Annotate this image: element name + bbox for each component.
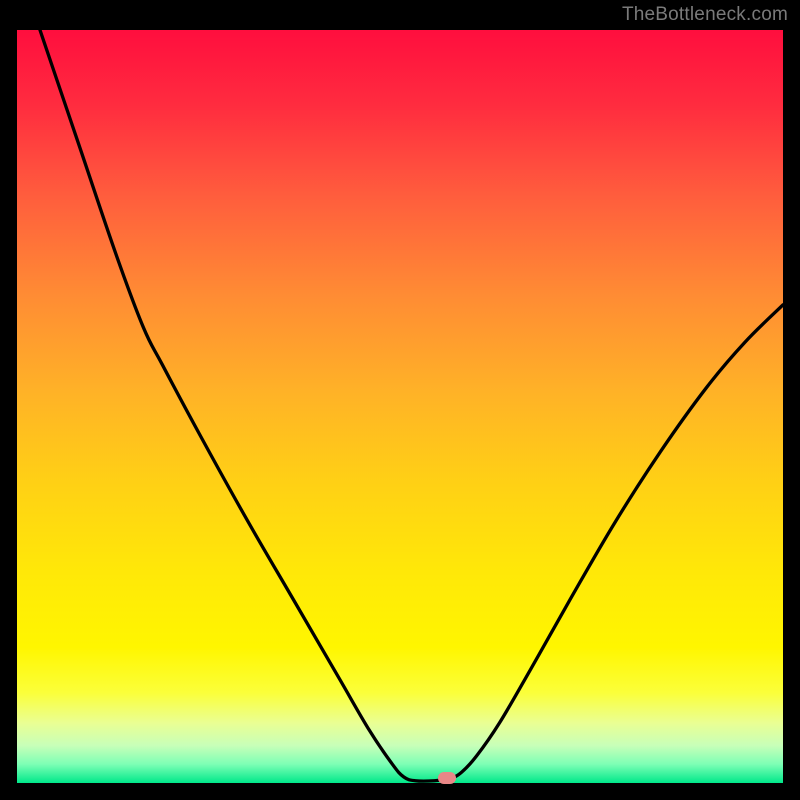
watermark-text: TheBottleneck.com: [622, 4, 788, 26]
optimal-point-marker: [438, 772, 456, 784]
bottleneck-curve-chart: [17, 30, 783, 783]
bottleneck-curve: [17, 30, 783, 783]
